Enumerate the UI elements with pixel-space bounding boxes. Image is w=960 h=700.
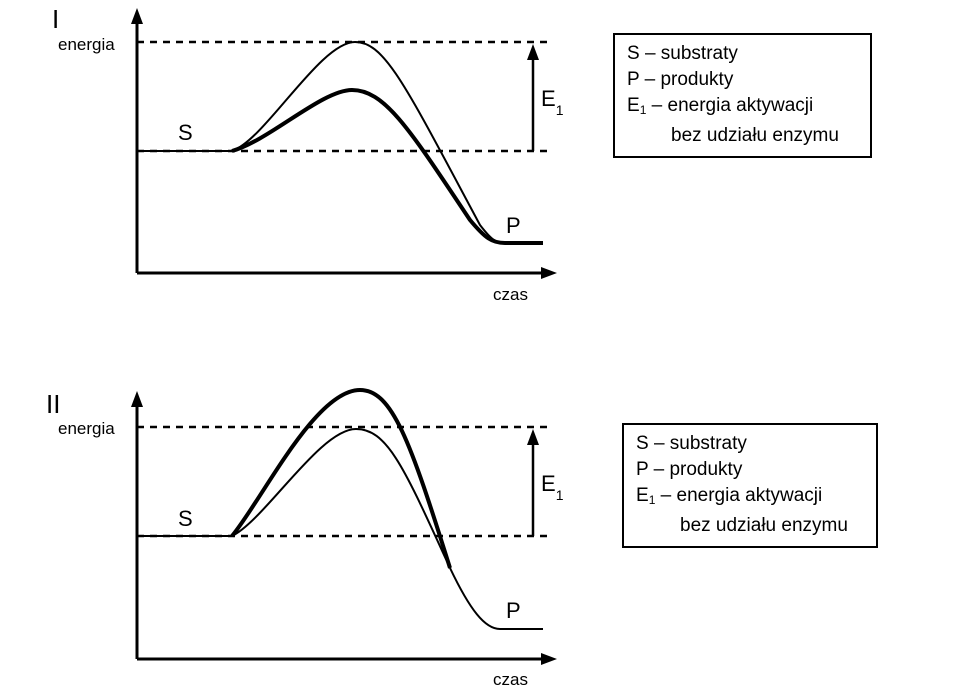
diagram-2-x-axis-label: czas (493, 670, 528, 689)
diagram-1-x-axis-label: czas (493, 285, 528, 304)
diagram-1-activation-label: E1 (541, 86, 564, 118)
diagram-2-activation-arrowhead (527, 429, 539, 445)
legend-2-activation-energy-continued: bez udziału enzymu (680, 515, 848, 536)
diagram-2-y-axis-label: energia (58, 419, 115, 438)
diagram-1-curve-with-enzyme (231, 87, 543, 245)
diagram-1-x-axis-arrow (541, 267, 557, 279)
diagram-2: II energia czas E1 S P (46, 387, 564, 689)
legend-1-activation-energy: E1 – energia aktywacji (627, 95, 814, 117)
legend-1-products: P – produkty (627, 69, 734, 90)
diagram-2-legend: S – substraty P – produkty E1 – energia … (622, 423, 878, 548)
diagram-1: I energia czas E1 S P (52, 4, 564, 304)
diagram-2-number: II (46, 389, 60, 419)
diagram-2-x-axis-arrow (541, 653, 557, 665)
legend-2-substrates: S – substraty (636, 433, 747, 454)
diagram-1-curve-without-enzyme (137, 40, 543, 244)
diagram-1-product-label: P (506, 213, 521, 238)
legend-1-activation-energy-continued: bez udziału enzymu (671, 125, 839, 146)
legend-2-products: P – produkty (636, 459, 743, 480)
diagram-1-legend: S – substraty P – produkty E1 – energia … (613, 33, 872, 158)
diagram-1-y-axis-label: energia (58, 35, 115, 54)
diagram-2-curve-with-enzyme (230, 387, 452, 569)
diagram-2-product-label: P (506, 598, 521, 623)
diagram-2-y-axis-arrow (131, 391, 143, 407)
diagram-2-curve-without-enzyme (137, 427, 543, 630)
legend-1-substrates: S – substraty (627, 43, 738, 64)
diagram-2-activation-label: E1 (541, 471, 564, 503)
diagram-1-activation-arrowhead (527, 44, 539, 60)
legend-2-activation-energy: E1 – energia aktywacji (636, 485, 823, 507)
diagram-1-substrate-label: S (178, 120, 193, 145)
diagram-1-number: I (52, 4, 59, 34)
diagram-1-y-axis-arrow (131, 8, 143, 24)
diagram-2-substrate-label: S (178, 506, 193, 531)
